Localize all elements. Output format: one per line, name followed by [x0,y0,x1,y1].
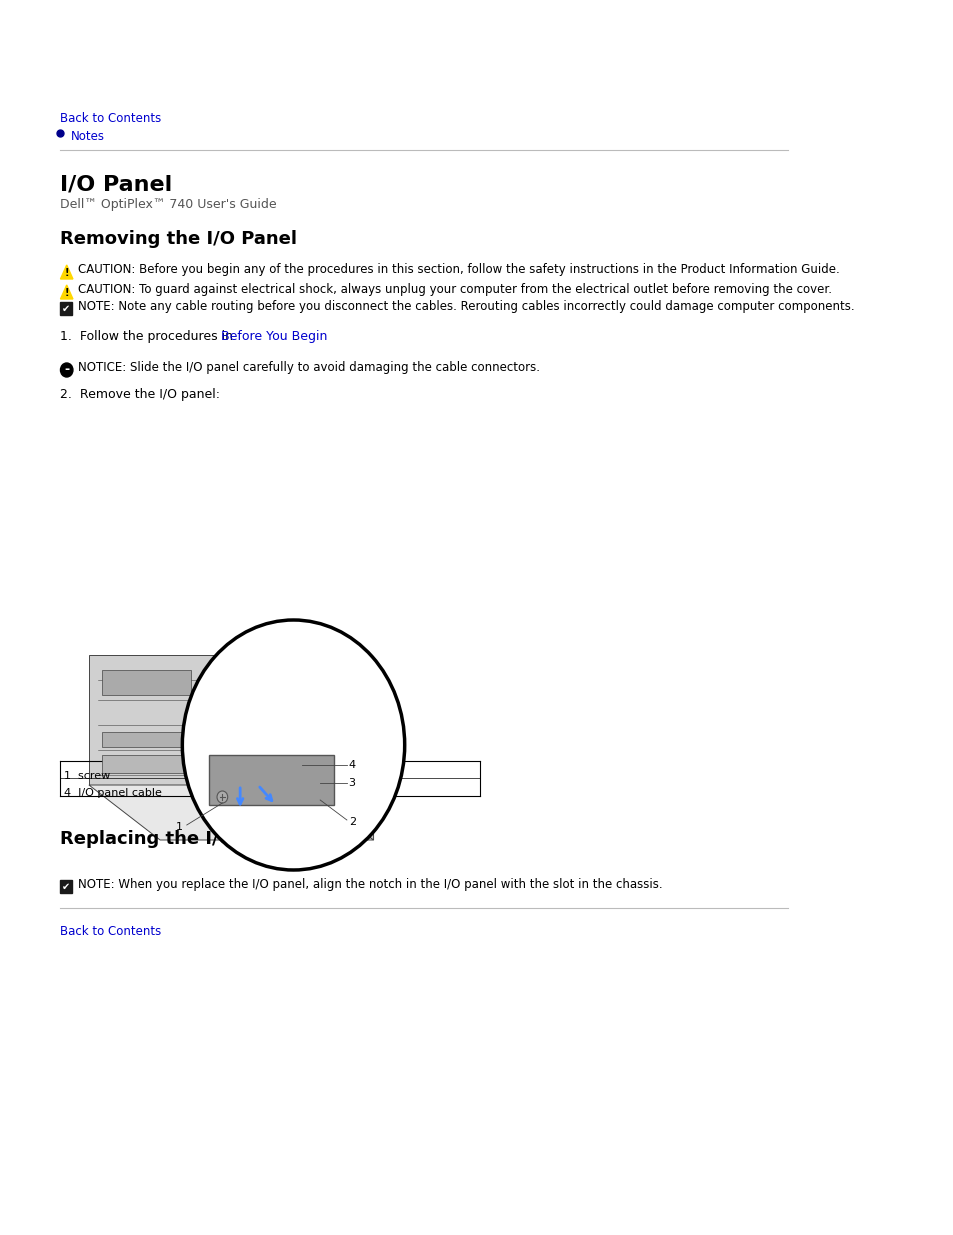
Text: Back to Contents: Back to Contents [60,925,162,939]
Text: 4  I/O panel cable: 4 I/O panel cable [64,788,162,798]
Text: CAUTION: To guard against electrical shock, always unplug your computer from the: CAUTION: To guard against electrical sho… [78,283,831,296]
Polygon shape [60,266,72,279]
Polygon shape [89,655,302,785]
Bar [102,671,191,695]
Text: 2: 2 [348,818,355,827]
Bar [209,755,334,805]
Bar [102,732,289,747]
Text: NOTE: Note any cable routing before you disconnect the cables. Rerouting cables : NOTE: Note any cable routing before you … [78,300,854,312]
Text: Notes: Notes [71,130,105,143]
Text: I/O Panel: I/O Panel [60,175,172,195]
Text: Back to Contents: Back to Contents [60,112,162,125]
Text: 4: 4 [348,760,355,769]
Text: !: ! [65,268,69,278]
Text: CAUTION: Before you begin any of the procedures in this section, follow the safe: CAUTION: Before you begin any of the pro… [78,263,840,275]
Text: ✔: ✔ [62,882,71,892]
Polygon shape [60,285,72,299]
Text: 2  I/O panel: 2 I/O panel [204,771,269,781]
Circle shape [182,620,404,869]
Text: 3: 3 [348,778,355,788]
Bar [60,881,72,893]
Circle shape [255,664,269,680]
Text: .: . [294,330,297,343]
Circle shape [60,363,72,377]
Text: ✔: ✔ [62,304,71,314]
Text: NOTE: When you replace the I/O panel, align the notch in the I/O panel with the : NOTE: When you replace the I/O panel, al… [78,878,662,890]
Text: -: - [64,363,70,377]
Text: Removing the I/O Panel: Removing the I/O Panel [60,230,297,248]
Text: Dell™ OptiPlex™ 740 User's Guide: Dell™ OptiPlex™ 740 User's Guide [60,198,276,211]
Text: Before You Begin: Before You Begin [220,330,327,343]
Text: NOTICE: Slide the I/O panel carefully to avoid damaging the cable connectors.: NOTICE: Slide the I/O panel carefully to… [78,361,539,374]
Polygon shape [302,655,374,840]
Text: Replacing the I/O Panel: Replacing the I/O Panel [60,830,296,848]
Polygon shape [89,785,374,840]
Text: 1.  Follow the procedures in: 1. Follow the procedures in [60,330,237,343]
Circle shape [216,790,228,803]
Text: 2.  Remove the I/O panel:: 2. Remove the I/O panel: [60,388,220,401]
Bar [60,303,72,315]
Text: 1: 1 [175,823,182,832]
Text: 1  screw: 1 screw [64,771,111,781]
Text: 3  notch: 3 notch [282,771,328,781]
Bar [102,755,289,773]
Text: !: ! [65,288,69,298]
